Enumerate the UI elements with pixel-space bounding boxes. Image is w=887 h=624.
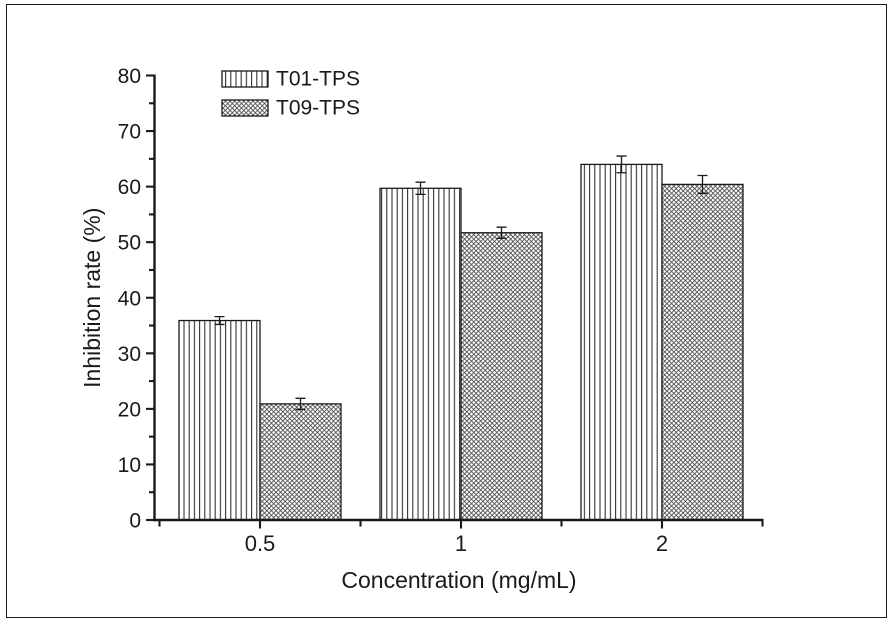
y-tick-label: 50 (118, 232, 141, 255)
x-axis-title: Concentration (mg/mL) (341, 567, 576, 593)
y-tick-label: 70 (118, 121, 141, 144)
legend-swatch-diagonal-crosshatch (221, 99, 269, 117)
bar-T09-TPS-0.5 (259, 403, 342, 521)
y-tick-label: 60 (118, 176, 141, 199)
error-bar (616, 155, 627, 174)
error-bar (415, 181, 426, 196)
y-tick-label: 80 (118, 65, 141, 88)
error-bar (295, 397, 306, 411)
y-tick-label: 0 (129, 510, 141, 533)
bar-T09-TPS-2 (661, 183, 744, 521)
bar-T09-TPS-1 (460, 232, 543, 521)
error-bar (214, 315, 225, 326)
y-tick-label: 20 (118, 398, 141, 421)
y-axis-title: Inhibition rate (%) (79, 208, 105, 388)
y-tick-label: 30 (118, 343, 141, 366)
x-tick-label: 1 (455, 531, 467, 556)
bar-T01-TPS-0.5 (178, 319, 261, 521)
y-tick-label: 10 (118, 454, 141, 477)
y-tick-label: 40 (118, 287, 141, 310)
legend-label: T01-TPS (276, 68, 360, 91)
bar-T01-TPS-1 (379, 187, 462, 521)
x-tick-label: 0.5 (245, 531, 276, 556)
legend-label: T09-TPS (276, 97, 360, 120)
plot-area: 0 10 20 30 40 50 60 70 80 0.5 1 2 Concentration (mg/… (79, 65, 764, 593)
error-bar (697, 174, 708, 194)
legend-swatch-vertical-lines (221, 70, 269, 88)
x-tick-label: 2 (656, 531, 668, 556)
bar-T01-TPS-2 (580, 163, 663, 521)
error-bar (496, 226, 507, 239)
